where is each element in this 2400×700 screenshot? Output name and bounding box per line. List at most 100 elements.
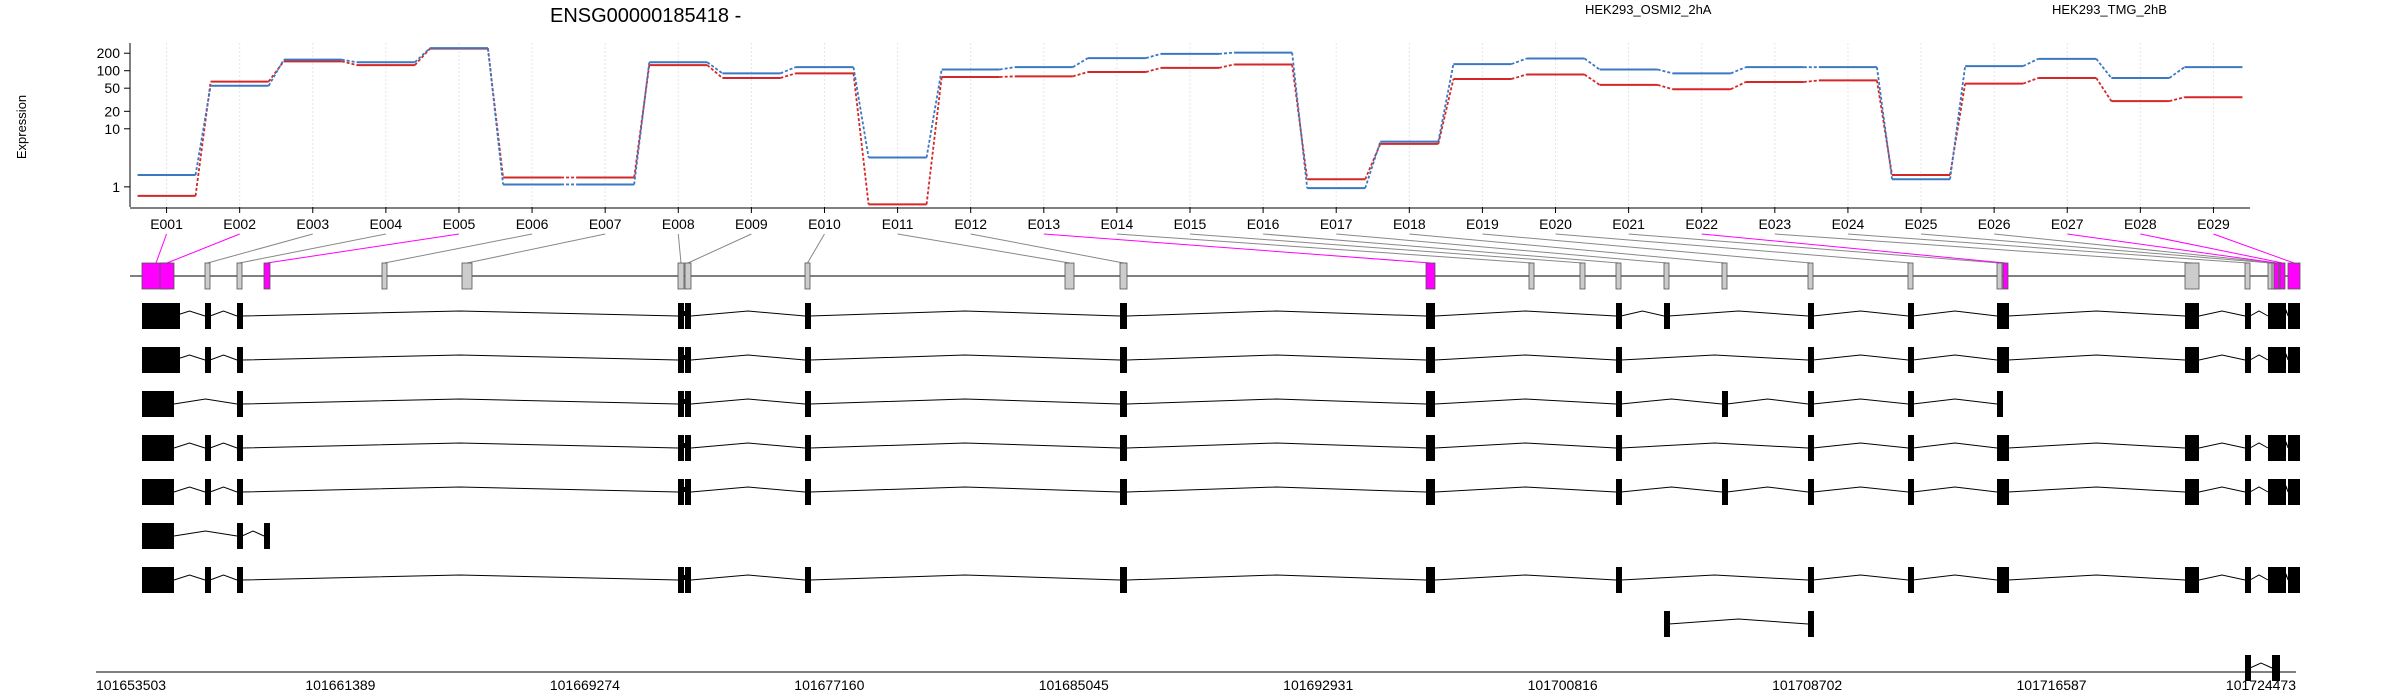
intron-line xyxy=(2249,310,2269,317)
transcript-exon-E026 xyxy=(2272,655,2280,681)
transcript-exon-E023 xyxy=(2185,347,2199,373)
intron-line xyxy=(1126,354,1427,361)
exon-connector-E009 xyxy=(687,233,752,264)
intron-line xyxy=(241,354,679,361)
transcript-exon-E024 xyxy=(2245,303,2251,329)
intron-line xyxy=(2007,354,2186,361)
transcript-exon-E025 xyxy=(2268,435,2274,461)
intron-line xyxy=(1434,310,1617,317)
exon-connector-E005 xyxy=(266,233,460,264)
intron-line xyxy=(809,486,1121,493)
intron-line xyxy=(1126,310,1427,317)
intron-line xyxy=(1126,574,1427,581)
exon-block-E021 xyxy=(1996,262,2003,290)
coordinate-label: 101653503 xyxy=(96,677,166,693)
transcript-exon-E025 xyxy=(2268,479,2274,505)
y-tick-label: 10 xyxy=(104,121,120,137)
x-tick-label: E006 xyxy=(516,216,549,232)
series-connector xyxy=(1511,57,1527,65)
exon-connector-E002 xyxy=(166,233,240,264)
exon-connector-E016 xyxy=(1263,233,1619,264)
exon-block-E028 xyxy=(2279,262,2286,290)
transcript-exon-E020 xyxy=(1908,479,1914,505)
transcript-exon-E009 xyxy=(685,435,691,461)
transcript-exon-E002 xyxy=(160,435,174,461)
intron-line xyxy=(173,398,238,405)
intron-line xyxy=(690,486,806,493)
intron-line xyxy=(690,574,806,581)
transcript-exon-E003 xyxy=(205,567,211,593)
transcript-exon-E013 xyxy=(1426,303,1435,329)
transcript-exon-E025 xyxy=(2268,303,2274,329)
transcript-exon-E028 xyxy=(2280,435,2286,461)
exon-block-E012 xyxy=(1119,262,1128,290)
series-connector xyxy=(780,66,796,75)
chart-title: ENSG00000185418 - xyxy=(550,5,741,27)
series-connector xyxy=(1511,73,1527,80)
transcript-exon-E024 xyxy=(2245,435,2251,461)
transcript-exon-E027 xyxy=(2274,435,2280,461)
transcript-exon-E018 xyxy=(1722,479,1728,505)
transcript-exon-E016 xyxy=(1616,479,1622,505)
intron-line xyxy=(2249,574,2269,581)
x-tick-label: E015 xyxy=(1174,216,1207,232)
intron-line xyxy=(241,486,679,493)
transcript-exon-E010 xyxy=(805,303,811,329)
series-connector xyxy=(1072,71,1089,78)
transcript-exon-E010 xyxy=(805,435,811,461)
transcript-exon-E012 xyxy=(1120,435,1127,461)
x-tick-label: E004 xyxy=(370,216,403,232)
transcript-exon-E019 xyxy=(1808,611,1814,637)
x-tick-label: E020 xyxy=(1539,216,1572,232)
transcript-exon-E021 xyxy=(1997,347,2003,373)
intron-line xyxy=(1434,442,1617,449)
transcript-exon-E024 xyxy=(2245,567,2251,593)
transcript-exon-E010 xyxy=(805,567,811,593)
intron-line xyxy=(2249,354,2269,361)
exon-connector-E007 xyxy=(466,233,606,264)
intron-line xyxy=(2198,574,2246,581)
x-tick-label: E018 xyxy=(1393,216,1426,232)
x-tick-label: E002 xyxy=(223,216,256,232)
y-tick-label: 20 xyxy=(104,103,120,119)
intron-line xyxy=(1620,486,1723,493)
intron-line xyxy=(241,310,679,317)
transcript-exon-E020 xyxy=(1908,303,1914,329)
x-tick-label: E010 xyxy=(808,216,841,232)
transcript-exon-E012 xyxy=(1120,391,1127,417)
exon-connector-E021 xyxy=(1628,233,2000,264)
intron-line xyxy=(1912,310,1998,317)
transcript-row xyxy=(142,347,2300,373)
exon-connector-lines xyxy=(155,233,2295,264)
exon-block-E023 xyxy=(2184,262,2200,290)
transcript-exon-E004 xyxy=(237,391,243,417)
intron-line xyxy=(241,574,679,581)
exon-block-E016 xyxy=(1615,262,1622,290)
series-connector xyxy=(2095,77,2113,102)
exon-connector-E020 xyxy=(1555,233,1911,264)
intron-line xyxy=(1726,398,1809,405)
transcript-exon-E017 xyxy=(1664,611,1670,637)
transcript-exon-E023 xyxy=(2185,303,2199,329)
intron-line xyxy=(1812,486,1909,493)
series-connector xyxy=(2169,96,2185,102)
transcript-exon-E029 xyxy=(2288,435,2300,461)
intron-line xyxy=(209,354,238,361)
series-connector xyxy=(2095,58,2113,79)
intron-line xyxy=(809,310,1121,317)
y-tick-label: 1 xyxy=(112,179,120,195)
exon-connector-E011 xyxy=(897,233,1070,264)
intron-line xyxy=(2198,442,2246,449)
intron-line xyxy=(241,398,679,405)
exon-block-E018 xyxy=(1721,262,1728,290)
series-connector xyxy=(633,62,651,185)
series-connector xyxy=(1730,81,1747,91)
exon-block-E005 xyxy=(263,262,271,290)
series-connector xyxy=(1364,141,1382,189)
x-tick-label: E005 xyxy=(443,216,476,232)
exon-connector-E026 xyxy=(1994,233,2277,264)
exon-connector-E019 xyxy=(1482,233,1811,264)
intron-line xyxy=(2007,574,2186,581)
